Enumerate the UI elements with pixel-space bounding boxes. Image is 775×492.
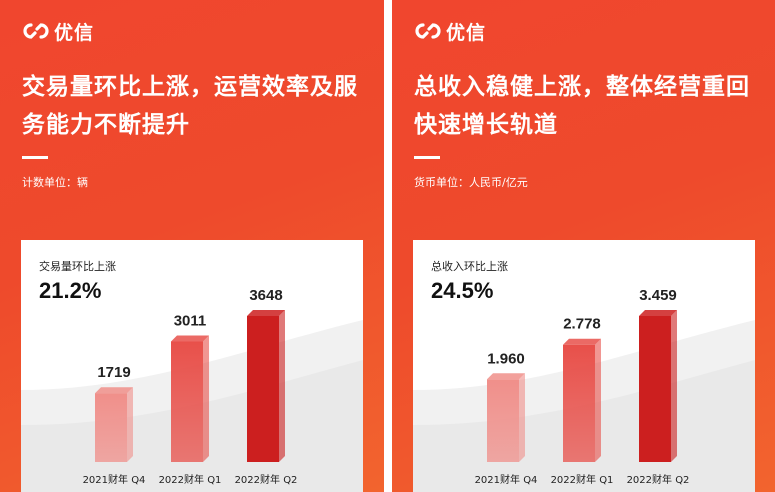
growth-value: 21.2% bbox=[39, 278, 102, 303]
category-label: 2021财年 Q4 bbox=[475, 473, 538, 486]
unit-label: 计数单位：辆 bbox=[22, 176, 88, 189]
divider bbox=[22, 156, 48, 159]
brand-logo: 优信 bbox=[414, 18, 486, 44]
headline: 总收入稳健上涨，整体经营重回快速增长轨道 bbox=[414, 73, 750, 138]
bar bbox=[171, 335, 209, 462]
right-panel: 优信 总收入稳健上涨，整体经营重回快速增长轨道 货币单位：人民币/亿元 1.96… bbox=[392, 0, 775, 492]
bar bbox=[95, 387, 133, 462]
card-title: 总收入环比上涨 bbox=[431, 260, 508, 273]
bar-value-label: 3011 bbox=[174, 312, 207, 329]
card-title: 交易量环比上涨 bbox=[39, 260, 116, 273]
bar-value-label: 1719 bbox=[97, 364, 130, 381]
category-label: 2022财年 Q2 bbox=[235, 473, 298, 486]
headline: 交易量环比上涨，运营效率及服务能力不断提升 bbox=[22, 73, 358, 138]
brand-logo-icon bbox=[23, 23, 49, 39]
brand-name: 优信 bbox=[446, 21, 487, 44]
bar bbox=[563, 338, 601, 462]
bar-value-label: 3.459 bbox=[639, 287, 677, 304]
divider bbox=[414, 156, 440, 159]
left-panel: 优信 交易量环比上涨，运营效率及服务能力不断提升 计数单位：辆 1719 2021… bbox=[0, 0, 384, 492]
brand-logo-icon bbox=[415, 23, 441, 39]
chart-card: 1719 2021财年 Q4 3011 2022财年 Q1 3648 2022财年 Q2 … bbox=[21, 240, 363, 492]
unit-label: 货币单位：人民币/亿元 bbox=[414, 176, 528, 189]
bar-value-label: 2.778 bbox=[563, 316, 601, 333]
category-label: 2022财年 Q1 bbox=[551, 473, 614, 486]
growth-value: 24.5% bbox=[431, 278, 494, 303]
brand-logo: 优信 bbox=[22, 18, 94, 44]
category-label: 2022财年 Q1 bbox=[159, 473, 222, 486]
bar-chart: 1.960 2021财年 Q4 2.778 2022财年 Q1 3.459 2022财年 … bbox=[413, 287, 755, 492]
category-label: 2022财年 Q2 bbox=[627, 473, 690, 486]
category-label: 2021财年 Q4 bbox=[83, 473, 146, 486]
bar bbox=[487, 373, 525, 462]
bar bbox=[639, 310, 677, 462]
chart-card: 1.960 2021财年 Q4 2.778 2022财年 Q1 3.459 2022财年 … bbox=[413, 240, 755, 492]
brand-name: 优信 bbox=[54, 21, 95, 44]
bar-value-label: 1.960 bbox=[487, 350, 525, 367]
bar-chart: 1719 2021财年 Q4 3011 2022财年 Q1 3648 2022财年 Q2 bbox=[21, 287, 363, 492]
bar-value-label: 3648 bbox=[249, 287, 282, 304]
bar bbox=[247, 310, 285, 462]
